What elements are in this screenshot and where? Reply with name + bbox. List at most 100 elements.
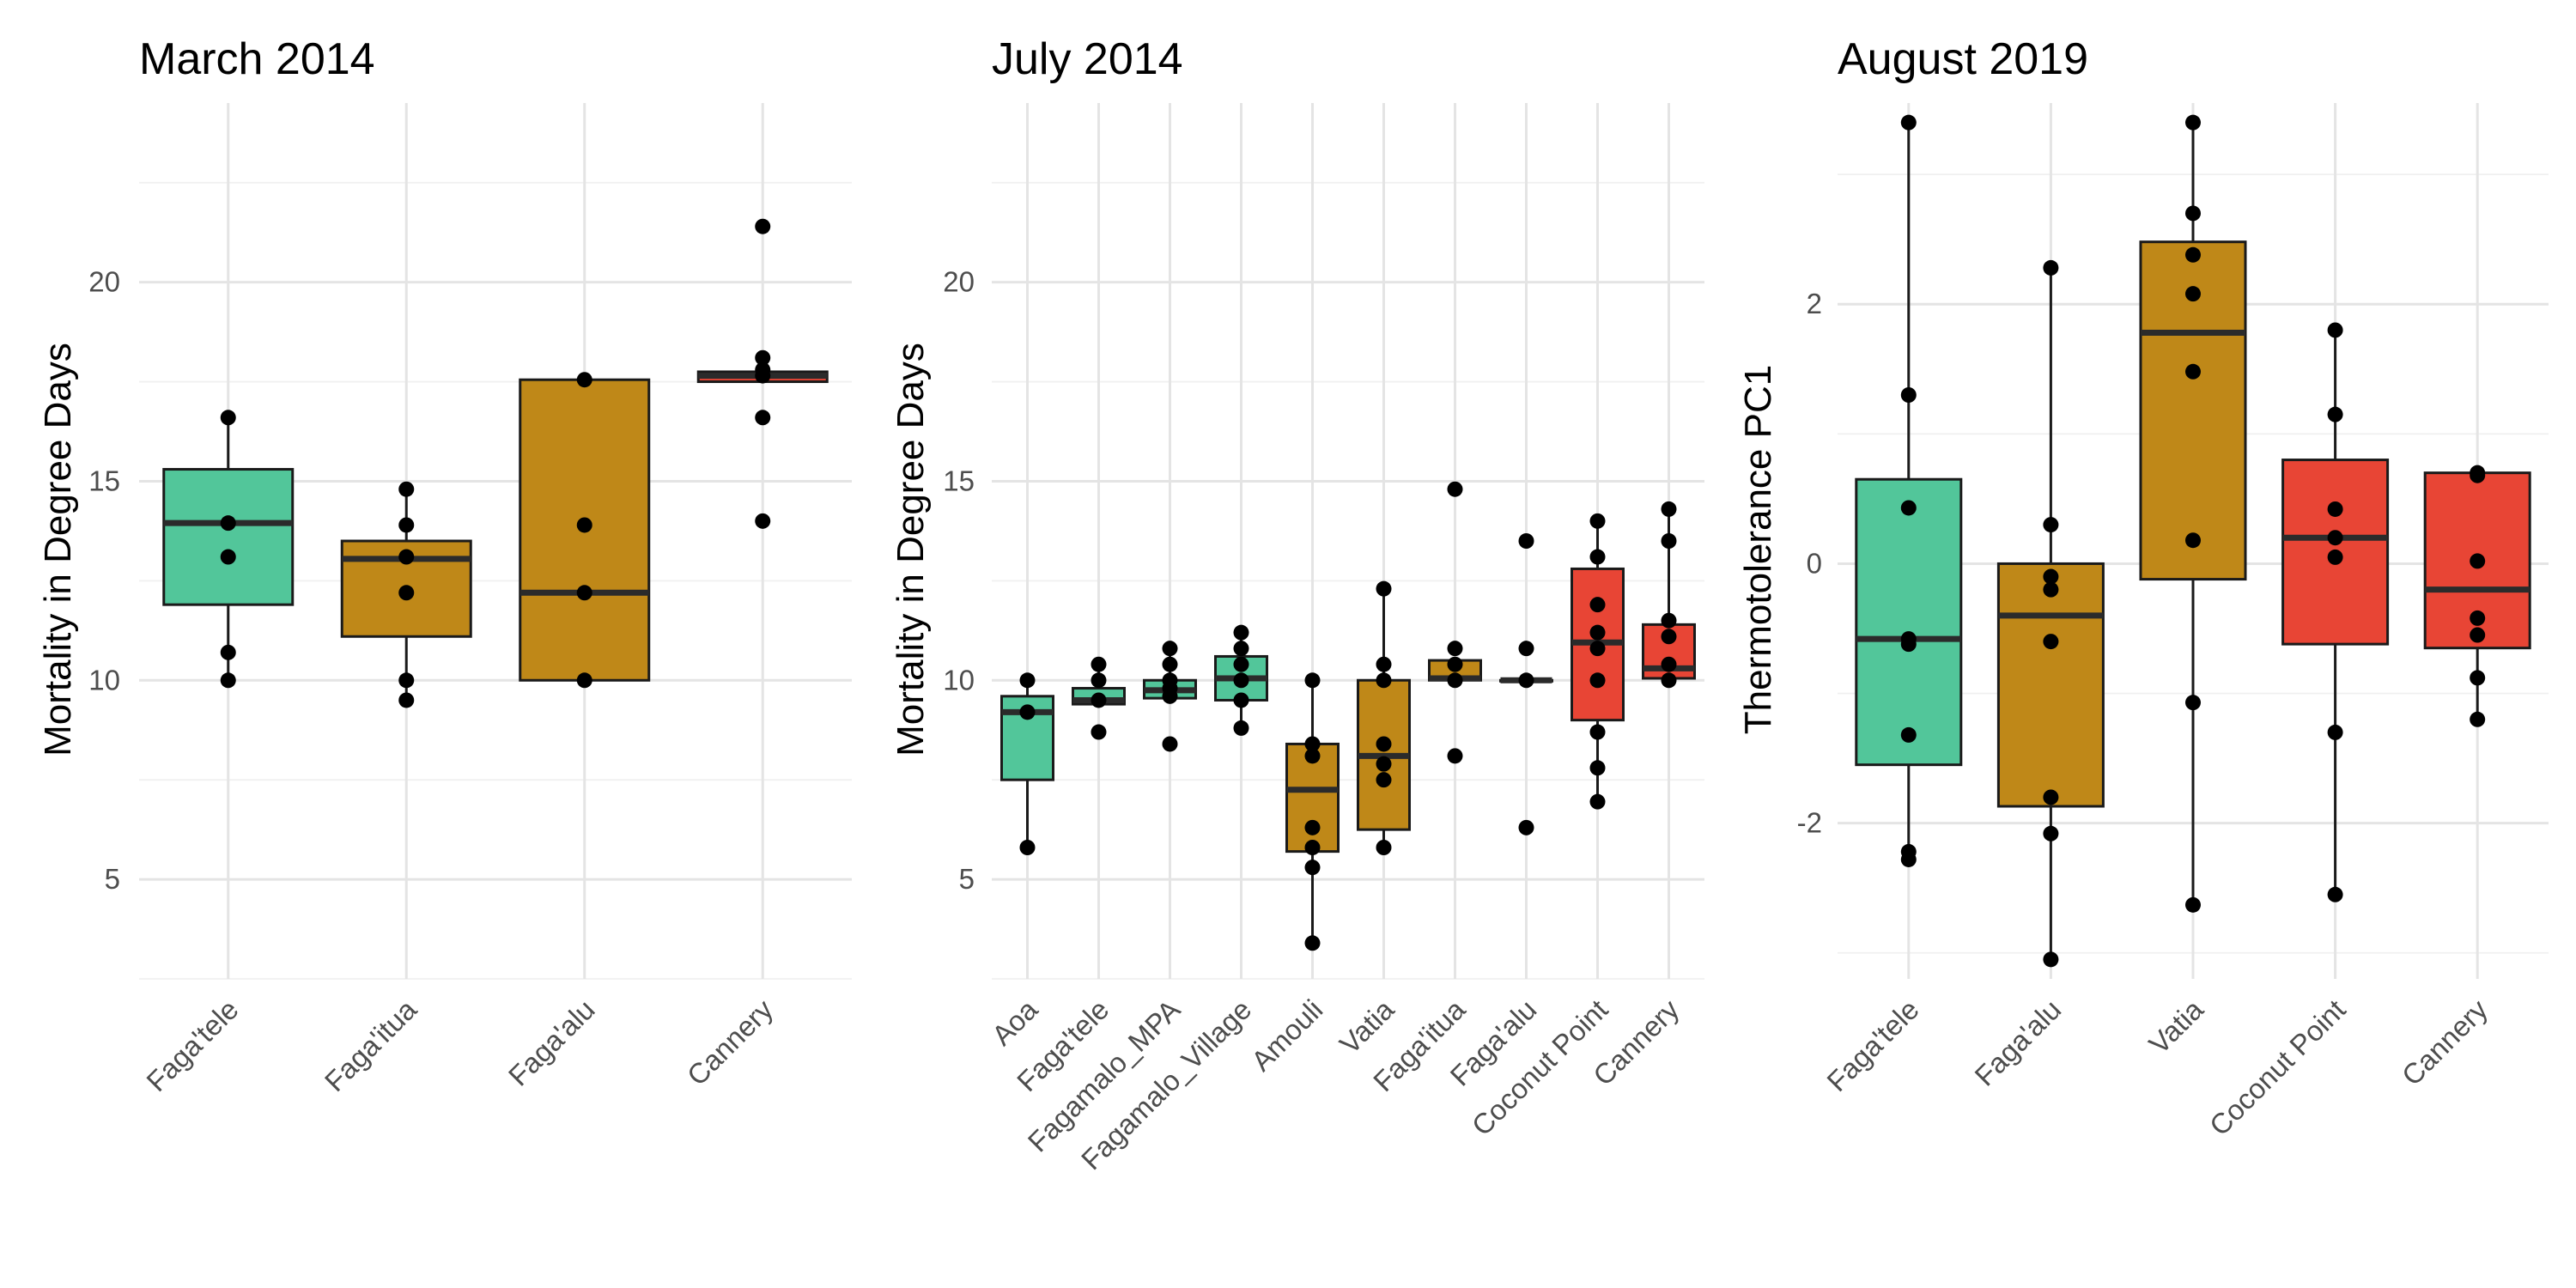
data-point (2043, 517, 2059, 533)
data-point (1233, 656, 1249, 672)
data-point (1518, 819, 1534, 835)
data-point (1091, 672, 1107, 689)
data-point (1447, 672, 1463, 689)
data-point (2185, 363, 2201, 380)
data-point (1304, 736, 1321, 752)
data-point (1589, 641, 1606, 657)
data-point (1304, 860, 1321, 876)
box-group (519, 372, 651, 689)
data-point (1304, 840, 1321, 855)
box-group (2281, 322, 2390, 902)
data-point (1304, 935, 1321, 951)
data-point (1589, 597, 1606, 613)
data-point (1162, 688, 1178, 704)
data-point (1589, 724, 1606, 740)
data-point (1233, 692, 1249, 708)
data-point (2185, 896, 2201, 913)
data-point (576, 372, 592, 388)
data-point (2470, 553, 2486, 569)
panel-title: July 2014 (992, 34, 1183, 84)
data-point (755, 368, 771, 384)
data-point (1447, 748, 1463, 764)
data-point (220, 515, 236, 532)
box-group (1428, 481, 1482, 764)
box (1996, 562, 2105, 808)
y-tick-label: 15 (943, 465, 975, 496)
data-point (1376, 840, 1392, 855)
data-point (1661, 501, 1677, 517)
y-tick-label: -2 (1797, 807, 1822, 839)
data-point (755, 513, 771, 529)
data-point (1589, 672, 1606, 689)
plot-area: 5101520AoaFaga'teleFagamalo_MPAFagamalo_… (943, 103, 1704, 1176)
box-group (1499, 533, 1553, 835)
y-tick-label: 15 (88, 465, 120, 496)
data-point (1091, 692, 1107, 708)
data-point (1518, 533, 1534, 549)
box-group (1642, 501, 1696, 689)
box-group (1571, 513, 1625, 810)
data-point (2327, 724, 2343, 740)
data-point (755, 218, 771, 234)
data-point (2185, 532, 2201, 549)
data-point (2470, 610, 2486, 626)
data-point (1162, 641, 1178, 657)
data-point (2043, 581, 2059, 598)
data-point (398, 692, 415, 708)
data-point (1019, 704, 1036, 720)
data-point (1589, 793, 1606, 810)
data-point (220, 410, 236, 426)
data-point (1661, 612, 1677, 629)
data-point (2327, 501, 2343, 517)
data-point (2043, 259, 2059, 276)
box-group (696, 218, 829, 529)
data-point (2043, 825, 2059, 841)
data-point (576, 672, 592, 689)
box-group (1285, 672, 1340, 951)
data-point (1376, 736, 1392, 752)
data-point (1091, 656, 1107, 672)
data-point (1376, 656, 1392, 672)
data-point (1661, 629, 1677, 645)
data-point (2327, 886, 2343, 902)
data-point (398, 585, 415, 601)
data-point (2043, 634, 2059, 650)
box-group (2139, 114, 2247, 913)
box-group (1000, 672, 1054, 855)
panel-title: March 2014 (139, 34, 375, 84)
data-point (1019, 672, 1036, 689)
box-group (1143, 641, 1197, 752)
data-point (1304, 748, 1321, 764)
data-point (576, 585, 592, 601)
data-point (2043, 951, 2059, 968)
data-point (1019, 840, 1036, 855)
data-point (2043, 568, 2059, 585)
data-point (398, 549, 415, 565)
data-point (1589, 760, 1606, 776)
data-point (2327, 406, 2343, 422)
data-point (1900, 636, 1917, 653)
y-tick-label: 20 (88, 266, 120, 298)
data-point (1376, 672, 1392, 689)
y-axis-title: Mortality in Degree Days (37, 343, 79, 756)
data-point (1162, 656, 1178, 672)
y-tick-label: 10 (88, 664, 120, 696)
box-group (1357, 580, 1411, 855)
data-point (1518, 672, 1534, 689)
data-point (398, 481, 415, 497)
data-point (755, 410, 771, 426)
data-point (2470, 467, 2486, 483)
data-point (220, 672, 236, 689)
panel-july-2014: July 2014 Mortality in Degree Days 5 10 15… (890, 34, 1704, 1176)
data-point (1233, 672, 1249, 689)
box-group (2423, 465, 2531, 727)
y-tick-label: 10 (943, 664, 975, 696)
data-point (1900, 851, 1917, 867)
data-point (1661, 533, 1677, 549)
data-point (1518, 641, 1534, 657)
box-group (162, 410, 295, 689)
y-tick-label: 20 (943, 266, 975, 298)
data-point (576, 517, 592, 533)
